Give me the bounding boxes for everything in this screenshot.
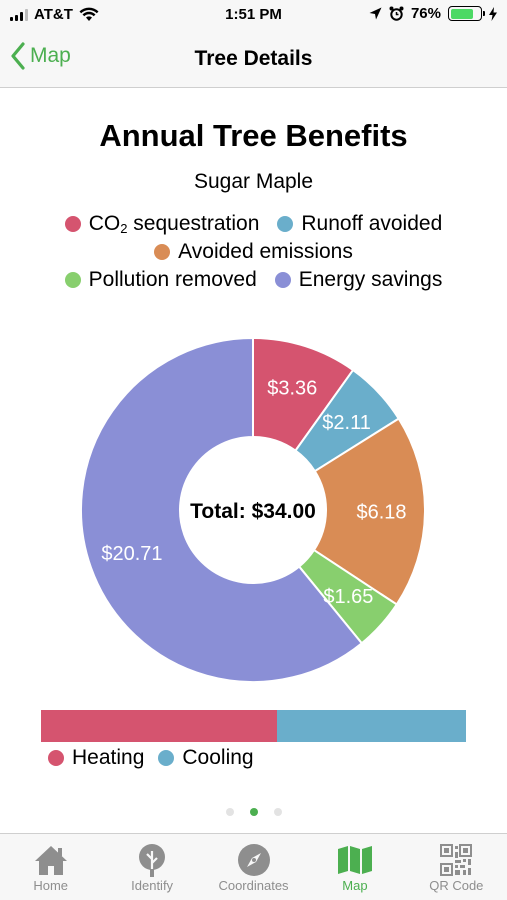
- tab-identify[interactable]: Identify: [101, 834, 202, 900]
- donut-slice-3[interactable]: [312, 417, 426, 606]
- wifi-icon: [79, 7, 99, 21]
- charging-bolt-icon: [489, 6, 497, 21]
- legend-label-pollution: Pollution removed: [88, 268, 257, 291]
- legend-label-emissions: Avoided emissions: [178, 240, 353, 263]
- legend-swatch-cooling: [158, 750, 175, 766]
- tab-coordinates-label: Coordinates: [218, 878, 289, 893]
- legend-swatch-runoff: [277, 216, 294, 232]
- home-icon: [34, 846, 67, 875]
- tab-home[interactable]: Home: [0, 834, 101, 900]
- tab-qr-code[interactable]: QR Code: [406, 834, 507, 900]
- tab-bar: Home Identify Coordinates: [0, 833, 507, 900]
- legend-item-runoff: Runoff avoided: [277, 212, 442, 236]
- carrier-label: AT&T: [34, 6, 73, 23]
- legend-swatch-energy: [274, 272, 291, 288]
- energy-split-legend: Heating Cooling: [48, 746, 254, 770]
- back-button-label: Map: [30, 44, 71, 67]
- legend-item-heating: Heating: [48, 746, 144, 770]
- signal-icon: [10, 8, 28, 21]
- legend-item-energy: Energy savings: [274, 268, 443, 292]
- page-indicator[interactable]: [0, 808, 507, 816]
- chart-title: Annual Tree Benefits: [99, 118, 408, 153]
- battery-fill: [450, 8, 473, 19]
- location-arrow-icon: [369, 7, 382, 20]
- chart-subtitle: Sugar Maple: [193, 170, 314, 193]
- battery-icon: [448, 6, 485, 21]
- legend-label-co2: CO2 sequestration: [88, 212, 260, 236]
- page-dot[interactable]: [273, 808, 282, 816]
- heating-segment: [41, 710, 277, 742]
- energy-split-bar: [41, 710, 466, 742]
- donut-data-label-2: $2.11: [322, 412, 371, 434]
- nav-bar: Map Tree Details: [0, 32, 507, 88]
- tab-map-label: Map: [342, 878, 368, 893]
- tab-home-label: Home: [33, 878, 69, 893]
- map-icon: [337, 846, 372, 874]
- chart-total-label: Total: $34.00: [190, 500, 316, 523]
- legend-swatch-co2: [64, 216, 81, 232]
- status-left: AT&T: [10, 6, 99, 23]
- page-dot[interactable]: [249, 808, 258, 816]
- chevron-left-icon: [11, 42, 25, 70]
- legend-label-runoff: Runoff avoided: [301, 212, 443, 235]
- status-bar: AT&T 1:51 PM 76%: [0, 0, 507, 32]
- tree-icon: [139, 844, 166, 877]
- donut-data-label-3: $6.18: [356, 501, 406, 523]
- legend-item-co2: CO2 sequestration: [64, 212, 260, 236]
- donut-data-label-4: $1.65: [323, 586, 373, 608]
- donut-data-label-1: $3.36: [267, 378, 317, 400]
- tab-map[interactable]: Map: [304, 834, 405, 900]
- tab-qr-code-label: QR Code: [429, 878, 484, 893]
- battery-percent: 76%: [410, 5, 441, 22]
- legend-swatch-heating: [48, 750, 64, 766]
- legend-label-energy: Energy savings: [298, 268, 443, 291]
- donut-slice-5[interactable]: [80, 336, 364, 683]
- status-time: 1:51 PM: [225, 6, 282, 23]
- donut-data-label-5: $20.71: [101, 543, 162, 565]
- legend-swatch-emissions: [154, 244, 171, 260]
- legend-swatch-pollution: [64, 272, 81, 288]
- cooling-segment: [276, 710, 466, 742]
- page-title: Tree Details: [194, 47, 313, 70]
- chart-legend: CO2 sequestration Runoff avoided Avoided…: [0, 210, 507, 294]
- alarm-clock-icon: [389, 6, 404, 21]
- legend-label-heating: Heating: [72, 746, 145, 769]
- donut-chart[interactable]: $3.36$2.11 $6.18 $1.65 $20.71 Total: $34.00: [0, 320, 507, 700]
- legend-item-cooling: Cooling: [158, 746, 254, 770]
- legend-label-cooling: Cooling: [182, 746, 254, 769]
- legend-item-emissions: Avoided emissions: [154, 240, 353, 264]
- legend-item-pollution: Pollution removed: [64, 268, 257, 292]
- tab-identify-label: Identify: [131, 878, 174, 893]
- qr-code-icon: [440, 844, 473, 876]
- compass-icon: [237, 844, 270, 876]
- back-button[interactable]: Map: [10, 42, 71, 70]
- tab-coordinates[interactable]: Coordinates: [203, 834, 304, 900]
- status-right: 76%: [369, 5, 497, 22]
- page-dot[interactable]: [225, 808, 234, 816]
